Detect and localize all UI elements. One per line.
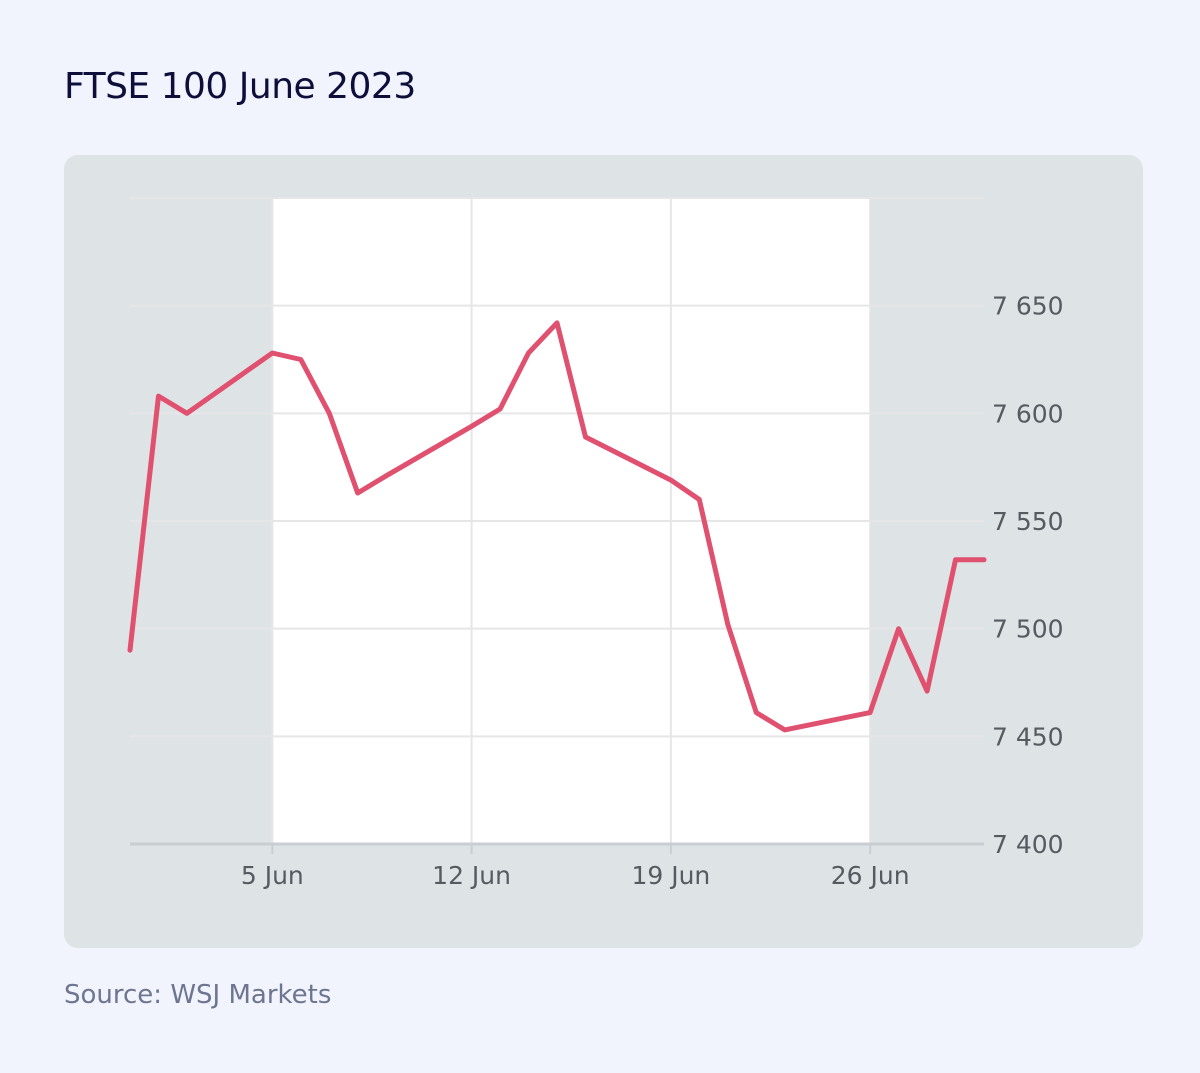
y-tick-label: 7 500 [992, 615, 1064, 644]
source-note: Source: WSJ Markets [64, 980, 332, 1010]
x-tick-label: 12 Jun [432, 861, 511, 890]
y-tick-label: 7 600 [992, 399, 1064, 428]
chart-title: FTSE 100 June 2023 [64, 66, 416, 107]
line-chart: 5 Jun 12 Jun 19 Jun 26 Jun 7 400 7 450 7 500 7 … [127, 197, 1064, 890]
x-tick-label: 5 Jun [241, 861, 304, 890]
y-tick-label: 7 650 [992, 292, 1064, 321]
chart-card: 5 Jun 12 Jun 19 Jun 26 Jun 7 400 7 450 7 500 7 … [64, 155, 1143, 948]
y-tick-label: 7 450 [992, 722, 1064, 751]
x-tick-label: 26 Jun [831, 861, 910, 890]
x-tick-label: 19 Jun [631, 861, 710, 890]
y-tick-label: 7 400 [992, 830, 1064, 859]
y-tick-label: 7 550 [992, 507, 1064, 536]
